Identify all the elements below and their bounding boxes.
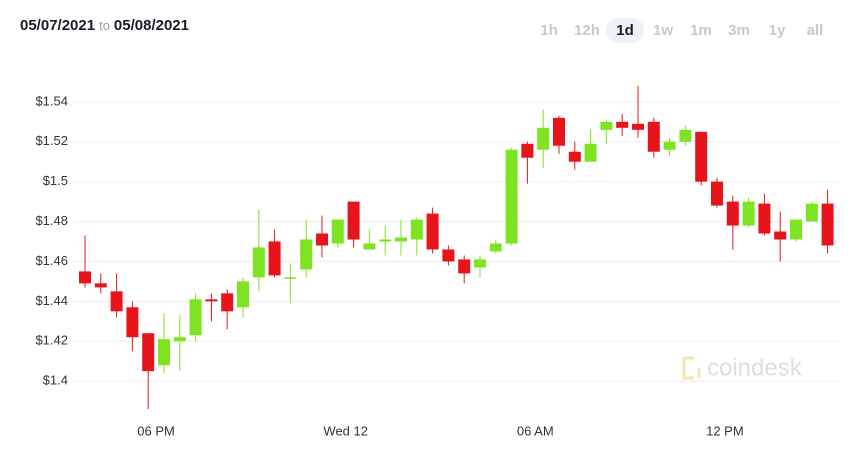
candle-body (742, 201, 755, 226)
candle-body (647, 121, 660, 152)
y-tick-label: $1.4 (43, 373, 68, 388)
candle-body (805, 203, 818, 222)
range-button[interactable]: 1d (606, 18, 644, 43)
watermark: coindesk (682, 354, 803, 381)
candle-body (679, 129, 692, 142)
candle-body (126, 307, 139, 338)
range-button[interactable]: 1m (690, 22, 712, 39)
range-button[interactable]: 1h (540, 22, 558, 39)
y-tick-label: $1.42 (35, 333, 68, 348)
candle-body (584, 143, 597, 162)
candle-body (316, 233, 328, 246)
candle-body (695, 131, 708, 182)
candle-body (821, 203, 834, 246)
candle-body (632, 123, 644, 130)
watermark-text: coindesk (707, 354, 803, 381)
candle-body (663, 141, 676, 150)
candle-body (426, 213, 439, 250)
candle-body (94, 283, 107, 288)
candle-body (521, 143, 534, 158)
y-tick-label: $1.48 (35, 213, 68, 228)
candle-body (410, 219, 423, 240)
x-tick-label: Wed 12 (323, 423, 368, 438)
candle-body (189, 299, 202, 336)
candle-body (758, 203, 771, 234)
range-button[interactable]: 1w (652, 22, 673, 39)
candle-body (489, 243, 502, 252)
candle-body (774, 231, 787, 240)
range-selector: 1h 12h 1d 1w 1m 3m 1y all (530, 18, 834, 43)
range-button[interactable]: 12h (574, 22, 600, 39)
candle-body (284, 277, 297, 279)
date-to: 05/08/2021 (113, 17, 189, 34)
date-from: 05/07/2021 (20, 17, 96, 34)
candle-body (790, 219, 802, 240)
date-range: 05/07/2021 to 05/08/2021 (20, 17, 189, 34)
candle-body (568, 151, 581, 162)
candle-body (363, 243, 376, 250)
y-tick-label: $1.5 (43, 173, 68, 188)
candle-body (505, 149, 518, 244)
y-tick-label: $1.44 (35, 293, 68, 308)
candle-body (379, 239, 392, 242)
candle-body (553, 117, 565, 146)
candle-body (158, 339, 170, 366)
range-button[interactable]: all (806, 22, 824, 39)
x-tick-label: 06 PM (137, 423, 175, 438)
candle-body (537, 127, 550, 150)
range-button[interactable]: 3m (728, 22, 750, 39)
candle-body (600, 121, 613, 130)
candle-body (237, 281, 249, 308)
range-button[interactable]: 1y (768, 22, 786, 39)
y-tick-label: $1.54 (35, 93, 68, 108)
candle-body (474, 259, 486, 268)
candle-body (79, 271, 91, 284)
candle-body (616, 121, 629, 128)
candle-body (205, 299, 218, 302)
candle-body (221, 293, 234, 312)
watermark-logo (682, 356, 701, 380)
candle-body (142, 333, 155, 372)
x-tick-label: 12 PM (706, 423, 744, 438)
candle-body (711, 181, 723, 206)
candle-body (268, 241, 281, 276)
candle-body (331, 219, 344, 244)
candle-body (395, 237, 407, 242)
candle-body (252, 247, 265, 278)
candle-body (347, 201, 360, 240)
x-tick-label: 06 AM (517, 423, 554, 438)
candle-body (300, 239, 313, 270)
y-tick-label: $1.46 (35, 253, 68, 268)
candle-body (442, 249, 455, 262)
candle-body (173, 337, 186, 342)
candle-body (726, 201, 739, 226)
date-joiner: to (99, 18, 110, 33)
candle-body (110, 291, 123, 312)
y-tick-label: $1.52 (35, 133, 68, 148)
candle-body (458, 259, 471, 274)
